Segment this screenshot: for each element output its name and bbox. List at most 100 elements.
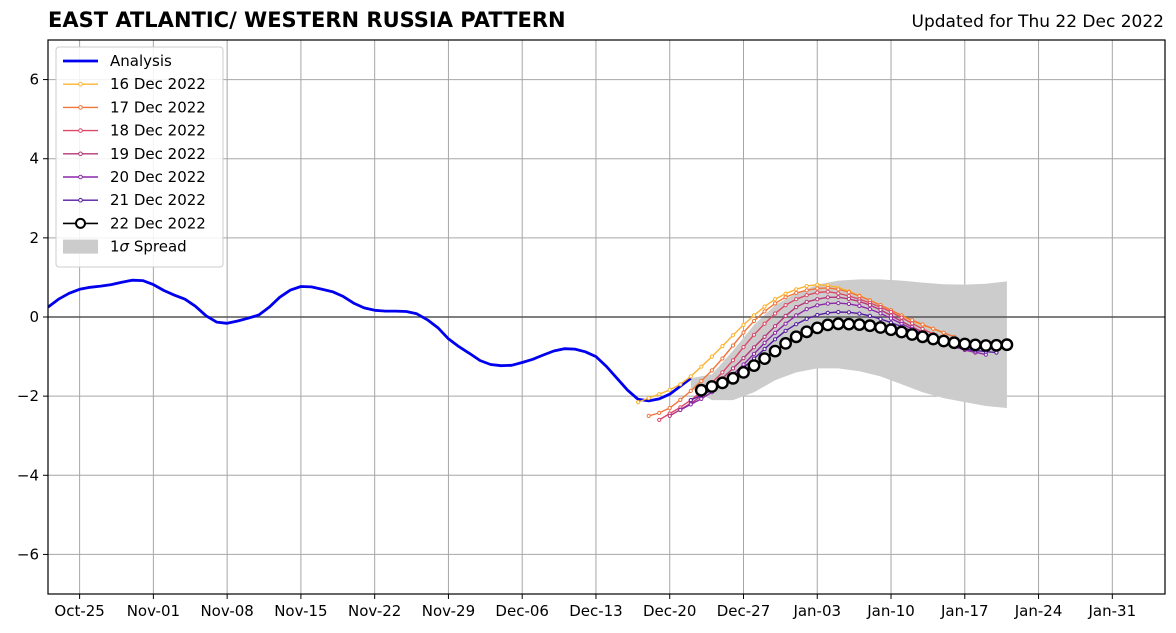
forecast-point [794, 313, 799, 318]
forecast-point [741, 322, 746, 327]
forecast-point [726, 371, 740, 385]
forecast-point [657, 417, 662, 422]
forecast-point [678, 397, 683, 402]
x-tick-label: Nov-01 [127, 602, 180, 620]
y-axis-ticks: −6 −4 −2 0 2 4 6 [17, 71, 48, 563]
forecast-point [783, 328, 788, 333]
forecast-point [737, 365, 750, 379]
forecast-point [699, 396, 704, 401]
x-tick-label: Dec-13 [569, 602, 623, 620]
forecast-point [815, 303, 820, 308]
forecast-point [794, 287, 799, 292]
forecast-point [794, 290, 799, 295]
legend-label: 21 Dec 2022 [110, 191, 206, 209]
forecast-point [825, 289, 830, 294]
forecast-point [636, 400, 641, 405]
forecast-point [762, 346, 767, 352]
legend-entry: 16 Dec 2022 [63, 75, 206, 93]
forecast-point [705, 380, 719, 393]
forecast-point [815, 312, 820, 318]
forecast-point [720, 344, 725, 349]
legend-swatch-marker [75, 217, 86, 229]
legend-label: 18 Dec 2022 [110, 122, 206, 140]
forecast-point [667, 405, 672, 411]
forecast-point [867, 307, 873, 312]
forecast-point [815, 282, 820, 287]
chart-legend: Analysis 16 Dec 2022 17 Dec 2022 18 Dec 202… [55, 46, 224, 268]
forecast-point [678, 407, 683, 413]
forecast-point [804, 293, 809, 298]
legend-label: 20 Dec 2022 [110, 168, 206, 186]
forecast-point [794, 305, 799, 310]
legend-entry: 22 Dec 2022 [63, 214, 206, 232]
legend-entry: 1σ Spread [63, 238, 187, 256]
forecast-point [857, 303, 862, 308]
forecast-point [758, 352, 771, 365]
forecast-point [941, 330, 946, 335]
forecast-point [836, 287, 841, 292]
forecast-point [825, 301, 830, 306]
forecast-point [947, 336, 961, 350]
forecast-point [773, 337, 778, 342]
forecast-point [831, 317, 845, 331]
forecast-point [825, 310, 830, 315]
forecast-point [762, 309, 767, 314]
forecast-point [804, 284, 809, 289]
forecast-point [836, 301, 841, 306]
forecast-point [741, 330, 746, 335]
forecast-point [804, 288, 809, 293]
forecast-point [657, 410, 662, 415]
forecast-point [762, 321, 767, 326]
forecast-point [895, 325, 908, 339]
forecast-point [783, 303, 788, 308]
forecast-point [857, 299, 862, 304]
forecast-point [804, 299, 809, 304]
plot-area [48, 278, 1165, 422]
forecast-point [846, 301, 852, 306]
forecast-point [794, 297, 799, 302]
analysis-line [48, 278, 692, 403]
legend-swatch-marker [78, 105, 83, 110]
forecast-point [794, 322, 799, 327]
legend-entry: 19 Dec 2022 [63, 145, 206, 163]
forecast-point [709, 368, 715, 373]
legend-swatch-marker [78, 174, 83, 180]
forecast-point [968, 338, 982, 352]
forecast-point [846, 310, 852, 315]
forecast-point [730, 358, 736, 363]
x-tick-label: Jan-10 [866, 602, 915, 620]
forecast-point [846, 296, 852, 301]
forecast-point [751, 345, 757, 350]
chart-subtitle: Updated for Thu 22 Dec 2022 [911, 12, 1164, 32]
forecast-point [762, 334, 767, 339]
legend-entry: 18 Dec 2022 [63, 122, 206, 140]
forecast-point [716, 376, 729, 390]
forecast-point [899, 315, 904, 320]
x-axis-ticks: Oct-25 Nov-01 Nov-08 Nov-15 Nov-22 Nov-29 Dec-… [54, 594, 1136, 620]
forecast-point [853, 318, 866, 331]
forecast-point [720, 370, 725, 375]
forecast-point [867, 303, 873, 308]
legend-entry: Analysis [63, 52, 172, 70]
y-tick-label: 4 [29, 150, 39, 168]
chart-title: EAST ATLANTIC/ WESTERN RUSSIA PATTERN [48, 8, 566, 32]
forecast-point [688, 388, 693, 393]
forecast-point [688, 402, 693, 407]
forecast-point [800, 325, 814, 339]
forecast-point [836, 291, 841, 296]
x-tick-label: Dec-27 [717, 602, 771, 620]
forecast-point [863, 319, 877, 333]
y-tick-label: −4 [17, 466, 39, 484]
forecast-point [810, 321, 824, 335]
forecast-point [857, 311, 862, 316]
forecast-point [815, 286, 820, 291]
forecast-point [694, 383, 708, 397]
legend-label: 1σ Spread [110, 238, 187, 256]
forecast-point [667, 413, 672, 418]
x-tick-label: Dec-20 [643, 602, 697, 620]
forecast-point [678, 382, 683, 387]
forecast-point [884, 323, 898, 337]
forecast-point [815, 297, 820, 302]
forecast-series-17-dec-2022 [646, 285, 957, 418]
